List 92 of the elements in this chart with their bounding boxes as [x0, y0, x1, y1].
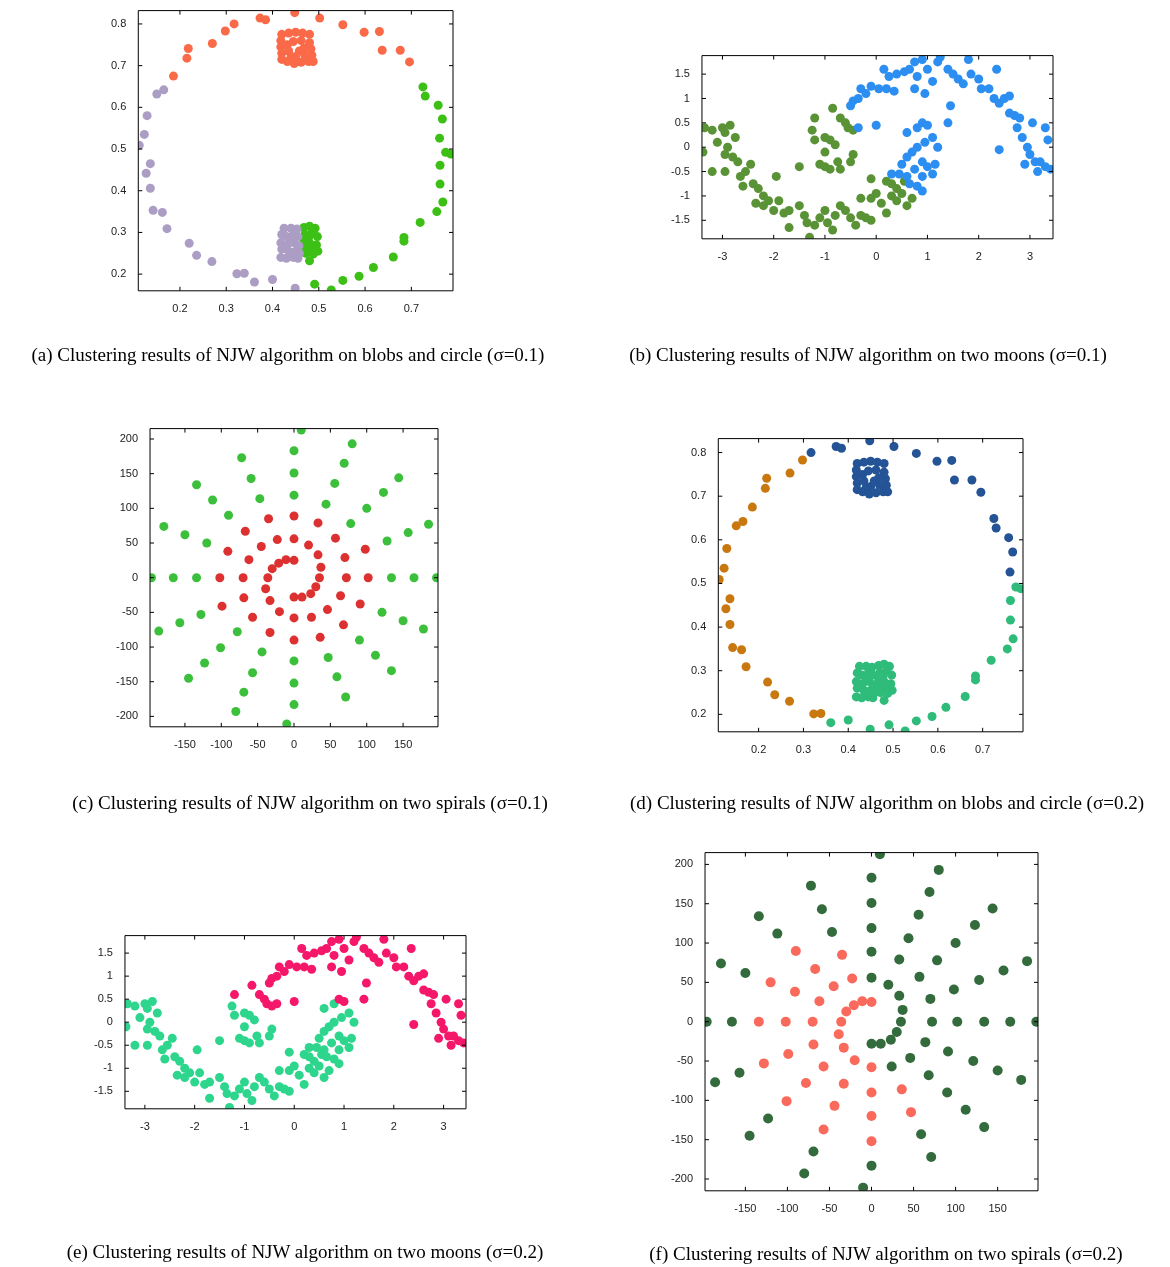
- y-tick-label: -1.5: [670, 213, 690, 226]
- x-tick-label: 0: [290, 738, 298, 751]
- y-tick-label: 0: [683, 140, 690, 153]
- y-tick-label: 1: [106, 969, 113, 982]
- y-tick-label: 50: [125, 536, 139, 549]
- x-tick-label: 0.6: [930, 743, 946, 756]
- y-tick-label: -1.5: [93, 1084, 113, 1097]
- y-tick-label: 0.4: [690, 620, 707, 633]
- y-tick-label: -150: [670, 1132, 694, 1145]
- x-tick-label: -1: [239, 1120, 250, 1133]
- y-tick-label: 0.8: [110, 16, 127, 29]
- y-tick-label: 0.3: [110, 225, 127, 238]
- x-tick-label: -2: [189, 1120, 200, 1133]
- y-tick-label: -50: [122, 605, 139, 618]
- text: (d) Clustering results of NJW algorithm on blobs and circle (σ=0.2): [629, 792, 1145, 814]
- x-tick-label: 150: [988, 1202, 1007, 1215]
- x-tick-label: 100: [357, 738, 376, 751]
- y-tick-label: 200: [119, 432, 139, 445]
- x-tick-label: 0.2: [172, 302, 188, 315]
- x-tick-label: 0.3: [795, 743, 812, 756]
- y-tick-label: 100: [119, 501, 139, 514]
- x-tick-label: 0.3: [218, 302, 234, 315]
- x-tick-label: -1: [820, 250, 830, 263]
- x-tick-label: 0.7: [975, 743, 991, 756]
- x-tick-label: 0: [291, 1120, 298, 1133]
- x-tick-label: -50: [249, 738, 266, 751]
- x-tick-label: -150: [734, 1202, 757, 1215]
- y-tick-label: 0.5: [97, 992, 113, 1005]
- y-tick-label: 50: [680, 975, 694, 988]
- y-tick-label: 0: [131, 570, 139, 583]
- x-tick-label: 1: [924, 250, 931, 263]
- x-tick-label: 0.5: [885, 743, 901, 756]
- y-tick-label: 200: [674, 857, 694, 870]
- y-tick-label: 0.6: [690, 532, 707, 545]
- x-tick-label: 0.5: [311, 302, 327, 315]
- x-tick-label: 50: [324, 738, 337, 751]
- y-tick-label: -1: [680, 188, 690, 201]
- y-tick-label: 1.5: [674, 67, 690, 80]
- y-tick-label: 100: [674, 936, 694, 949]
- x-tick-label: 3: [1026, 250, 1033, 263]
- x-tick-label: 2: [390, 1120, 397, 1133]
- text: (b) Clustering results of NJW algorithm on two moons (σ=0.1): [628, 344, 1108, 366]
- y-tick-label: 0.5: [674, 115, 690, 128]
- text: (c) Clustering results of NJW algorithm on two spirals (σ=0.1): [71, 792, 549, 814]
- x-tick-label: 0: [873, 250, 880, 263]
- x-tick-label: -100: [210, 738, 233, 751]
- y-tick-label: 0.7: [110, 58, 127, 71]
- x-tick-label: 150: [393, 738, 413, 751]
- x-tick-label: 0.4: [840, 743, 856, 756]
- x-tick-label: 0.4: [264, 302, 281, 315]
- y-tick-label: -150: [115, 674, 139, 687]
- text: (f) Clustering results of NJW algorithm on two spirals (σ=0.2): [648, 1243, 1124, 1265]
- y-tick-label: -1: [103, 1061, 113, 1074]
- text: (a) Clustering results of NJW algorithm on blobs and circle (σ=0.1): [30, 344, 546, 366]
- y-tick-label: -50: [677, 1054, 694, 1067]
- y-tick-label: 0.2: [110, 267, 127, 280]
- x-tick-label: -50: [821, 1202, 838, 1215]
- y-tick-label: -0.5: [93, 1038, 113, 1051]
- y-tick-label: 1.5: [97, 946, 113, 959]
- y-tick-label: -100: [115, 640, 139, 653]
- x-tick-label: 2: [975, 250, 982, 263]
- x-tick-label: 0.2: [750, 743, 767, 756]
- x-tick-label: -150: [173, 738, 196, 751]
- y-tick-label: 0.2: [690, 707, 707, 720]
- text: (e) Clustering results of NJW algorithm on two moons (σ=0.2): [65, 1241, 545, 1263]
- y-tick-label: -100: [670, 1093, 694, 1106]
- y-tick-label: -200: [115, 709, 139, 722]
- y-tick-label: 0.4: [110, 183, 127, 196]
- x-tick-label: 0.7: [403, 302, 419, 315]
- y-tick-label: 0.5: [690, 576, 707, 589]
- x-tick-label: -2: [768, 250, 779, 263]
- x-tick-label: 100: [946, 1202, 965, 1215]
- y-tick-label: 1: [683, 91, 690, 104]
- y-tick-label: -200: [670, 1172, 694, 1185]
- y-tick-label: 0: [686, 1014, 694, 1027]
- y-tick-label: 0.5: [110, 142, 127, 155]
- y-tick-label: 0.8: [690, 445, 707, 458]
- y-tick-label: 0: [106, 1015, 113, 1028]
- x-tick-label: 3: [440, 1120, 447, 1133]
- x-tick-label: 50: [907, 1202, 920, 1215]
- y-tick-label: -0.5: [670, 164, 690, 177]
- x-tick-label: 0.6: [357, 302, 373, 315]
- x-tick-label: -3: [717, 250, 728, 263]
- x-tick-label: -100: [776, 1202, 799, 1215]
- y-tick-label: 0.3: [690, 663, 707, 676]
- x-tick-label: 1: [340, 1120, 348, 1133]
- x-tick-label: -3: [139, 1120, 150, 1133]
- y-tick-label: 150: [674, 896, 694, 909]
- x-tick-label: 0: [868, 1202, 875, 1215]
- y-tick-label: 0.7: [690, 489, 707, 502]
- y-tick-label: 0.6: [110, 100, 127, 113]
- y-tick-label: 150: [119, 466, 139, 479]
